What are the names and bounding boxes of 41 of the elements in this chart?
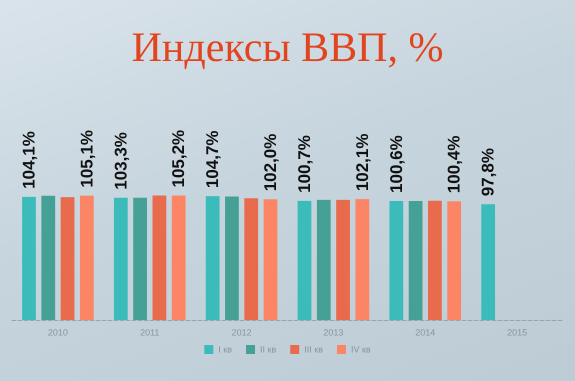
bar [316, 200, 331, 320]
data-label: 100,4% [444, 136, 464, 194]
legend-label: IV кв [350, 344, 371, 354]
x-tick-label: 2012 [232, 328, 252, 338]
x-tick-label: 2014 [415, 328, 436, 338]
data-label: 102,0% [261, 134, 280, 192]
bar [22, 196, 36, 320]
data-label: 100,7% [294, 135, 314, 193]
data-label: 100,6% [386, 135, 406, 193]
legend-label: II кв [260, 344, 276, 354]
bar [264, 199, 278, 320]
bar [206, 196, 220, 320]
data-label: 104,7% [203, 130, 222, 188]
bar [481, 204, 496, 320]
bar [172, 196, 186, 320]
bar [447, 201, 462, 320]
bar [298, 200, 312, 320]
data-label: 97,8% [478, 148, 498, 196]
bar [133, 198, 147, 320]
bar [355, 199, 370, 320]
chart-title: Индексы ВВП, % [132, 25, 444, 71]
bar [244, 198, 258, 320]
x-tick-label: 2013 [323, 328, 344, 338]
data-label: 104,1% [19, 131, 38, 189]
bar [60, 197, 74, 320]
bar [336, 200, 350, 320]
data-label: 105,1% [77, 130, 96, 188]
bar [225, 196, 239, 320]
data-label: 103,3% [111, 132, 130, 190]
bar [408, 200, 422, 320]
bar [114, 198, 128, 320]
data-label: 102,1% [352, 134, 372, 192]
bar [80, 196, 94, 320]
x-tick-label: 2011 [140, 328, 160, 338]
data-label: 105,2% [169, 130, 188, 188]
bar [41, 196, 56, 320]
bar [389, 200, 404, 320]
bar [152, 196, 166, 320]
x-tick-label: 2010 [48, 328, 68, 338]
bar [428, 200, 442, 320]
x-tick-label: 2015 [507, 328, 528, 338]
